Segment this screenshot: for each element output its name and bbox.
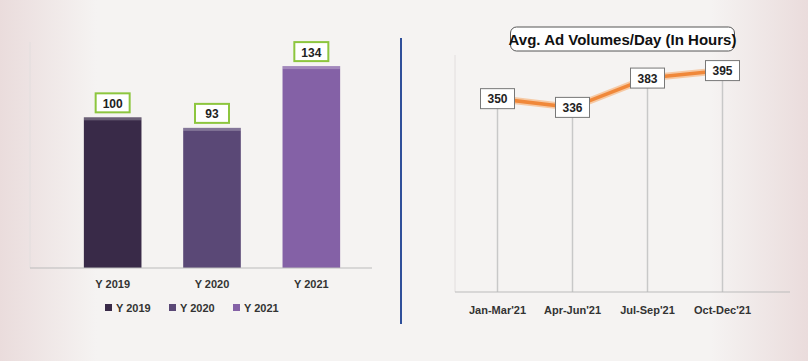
bar-highlight: [84, 117, 142, 120]
data-label: 395: [712, 64, 732, 78]
data-label: 336: [562, 101, 582, 115]
labels: 350 336 383 395: [481, 61, 740, 118]
label-box: [96, 93, 130, 112]
x-tick-label: Oct-Dec'21: [694, 304, 751, 316]
label-box: [706, 61, 740, 81]
label-box: [481, 89, 515, 109]
legend-swatch: [105, 304, 112, 311]
bar: [183, 128, 241, 268]
y-axis-line: [30, 42, 31, 268]
x-axis-line: [455, 292, 790, 293]
data-label: 383: [637, 72, 657, 86]
legend-label: Y 2019: [116, 302, 151, 314]
bar: [283, 66, 341, 268]
drop-line: [647, 78, 649, 292]
title: Avg. Ad Volumes/Day (In Hours): [509, 31, 737, 48]
bar-highlight: [283, 66, 341, 69]
line: [498, 71, 723, 108]
x-tick-label: Jan-Mar'21: [469, 304, 526, 316]
label-box: [631, 68, 665, 88]
x-tick-label: Jul-Sep'21: [620, 304, 675, 316]
bar-highlight: [183, 128, 241, 131]
bar: [84, 117, 142, 268]
legend-swatch: [233, 304, 240, 311]
x-axis-line: [30, 268, 372, 269]
labels: 100 93 134: [96, 42, 329, 123]
y-axis-line: [455, 55, 456, 292]
legend: Y 2019 Y 2020 Y 2021: [105, 302, 279, 314]
x-tick-label: Apr-Jun'21: [544, 304, 601, 316]
label-box: [294, 42, 328, 61]
drop-line: [722, 71, 724, 292]
label-box: [195, 104, 229, 123]
legend-label: Y 2021: [244, 302, 279, 314]
x-tick-label: Y 2020: [195, 278, 230, 290]
background: [0, 0, 808, 361]
drop-line: [572, 107, 574, 292]
line-marks: [498, 71, 723, 292]
data-label: 134: [301, 46, 321, 60]
divider: [400, 38, 402, 324]
label-box: [556, 97, 590, 117]
bars: [84, 66, 340, 268]
line-glow: [498, 71, 723, 108]
data-label: 93: [205, 107, 219, 121]
x-tick-label: Y 2019: [95, 278, 130, 290]
legend-label: Y 2020: [180, 302, 215, 314]
x-tick-label: Y 2021: [294, 278, 329, 290]
data-label: 350: [487, 92, 507, 106]
data-label: 100: [103, 97, 123, 111]
drop-line: [497, 99, 499, 292]
legend-swatch: [169, 304, 176, 311]
canvas: 10093134Y 2019Y 2020Y 2021Y 2019Y 2020Y …: [0, 0, 808, 361]
